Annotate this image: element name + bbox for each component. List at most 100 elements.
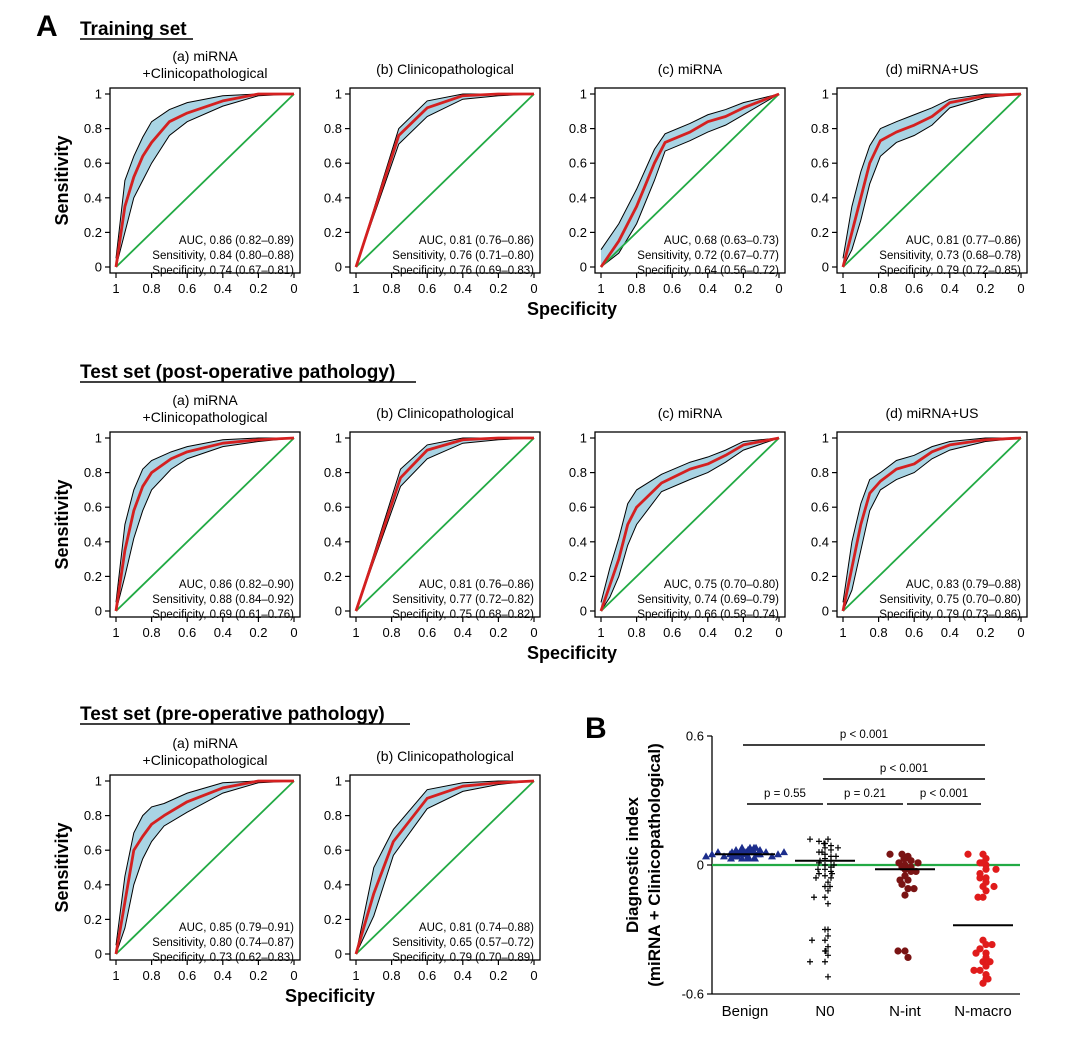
plot-frame [349,774,541,961]
plot-title: (c) miRNA [658,61,723,77]
plot-frame [349,431,541,618]
y-axis-label: Sensitivity [52,479,72,569]
y-tick-label: 0.4 [569,190,587,205]
n-macro-point [970,966,978,974]
x-axis-label: Specificity [285,986,375,1006]
y-tick-label: 0.4 [324,534,342,549]
n0-point [822,866,828,873]
roc-stat-line: AUC, 0.75 (0.70–0.80) [664,579,779,591]
roc-stat-line: Specificity, 0.74 (0.67–0.81) [152,265,294,277]
reference-line [842,93,1022,268]
ci-lower-line [600,437,780,612]
x-tick-label: 1 [839,625,846,640]
n0-point [828,874,834,881]
roc-stat-line: AUC, 0.85 (0.79–0.91) [179,922,294,934]
roc-stat-line: Specificity, 0.76 (0.69–0.83) [392,265,534,277]
benign-point [780,848,788,856]
x-tick-label: 0.6 [178,625,196,640]
y-tick-label: 0.4 [811,190,829,205]
x-tick-label: 0 [1017,281,1024,296]
benign-point [751,854,759,862]
x-tick-label: 0 [530,625,537,640]
y-tick-label: 0.8 [84,121,102,136]
roc-curve [354,779,535,955]
roc-plot: (b) Clinicopathological 0 0.2 0.4 0.6 0.8 1 1 0.… [324,61,541,296]
n0-point [807,958,813,965]
x-tick-label: 0.2 [976,625,994,640]
y-tick-label: 0.2 [569,569,587,584]
comparison-p-value: p < 0.001 [840,729,888,741]
ci-band [843,438,1021,611]
plot-title: (d) miRNA+US [886,405,979,421]
roc-stat-line: Specificity, 0.79 (0.70–0.89) [392,952,534,964]
x-tick-label: 0.6 [418,968,436,983]
x-tick-label: 0 [530,281,537,296]
roc-stat-line: Sensitivity, 0.74 (0.69–0.79) [637,594,779,606]
y-tick-label: 0.2 [324,225,342,240]
roc-plot: (a) miRNA+Clinicopathological 0 0.2 0.4 0.6 0… [84,392,301,640]
ci-upper-line [600,437,780,603]
y-tick-label: 0.4 [84,190,102,205]
roc-curve [114,436,295,612]
roc-stat-line: AUC, 0.83 (0.79–0.88) [906,579,1021,591]
n0-point [813,874,819,881]
n-int-point [910,885,918,893]
comparison-p-value: p < 0.001 [880,763,928,775]
x-tick-label: 0.8 [870,281,888,296]
roc-curve [599,92,780,268]
n-int-point [904,885,912,893]
n0-point [827,883,833,890]
x-tick-label: 0.2 [976,281,994,296]
ci-band [356,94,534,267]
ci-upper-line [355,780,534,955]
y-tick-label: 0.6 [324,500,342,515]
plot-frame [594,87,786,274]
plot-title: (c) miRNA [658,405,723,421]
plot-title: (d) miRNA+US [886,61,979,77]
plot-title: (a) miRNA [172,48,238,64]
n-int-point [901,947,909,955]
x-tick-label: 1 [112,625,119,640]
x-tick-label: 0 [290,281,297,296]
section-title: Test set (post-operative pathology) [80,362,395,383]
y-tick-label: 1 [335,774,342,789]
roc-plot: (d) miRNA+US 0 0.2 0.4 0.6 0.8 1 1 0.8 0.6 0.4 0.2 0… [811,405,1028,640]
n-macro-point [984,975,992,983]
x-tick-label: 0.2 [734,281,752,296]
plot-title: +Clinicopathological [143,752,268,768]
n-macro-point [979,850,987,858]
roc-plot: (c) miRNA 0 0.2 0.4 0.6 0.8 1 1 0.8 0.6 0.4 0.2 0 AUC… [569,405,786,640]
roc-stat-line: AUC, 0.81 (0.76–0.86) [419,235,534,247]
y-tick-label: 0.6 [324,843,342,858]
x-tick-label: 0.8 [143,281,161,296]
reference-line [355,437,535,612]
ci-upper-line [600,93,780,250]
x-tick-label: 0.4 [214,968,232,983]
y-tick-label: 0.6 [84,156,102,171]
y-tick-label: 0.4 [84,534,102,549]
roc-plot: (d) miRNA+US 0 0.2 0.4 0.6 0.8 1 1 0.8 0.6 0.4 0.2 0… [811,61,1028,296]
n-macro-point [982,887,990,895]
y-tick-label: 0.4 [569,534,587,549]
plot-title: (a) miRNA [172,392,238,408]
x-tick-label: 0.2 [489,968,507,983]
n-int-point [914,859,922,867]
y-tick-label: 0 [580,604,587,619]
dot-plot-ylabel: Diagnostic index [623,796,642,933]
y-tick-label: 0 [95,947,102,962]
n0-point [822,894,828,901]
benign-point [702,852,710,860]
n0-point [825,973,831,980]
y-tick-label: 0.2 [84,225,102,240]
roc-stat-line: AUC, 0.86 (0.82–0.89) [179,235,294,247]
ci-upper-line [115,437,294,603]
x-tick-label: 0.4 [454,968,472,983]
y-tick-label: 0.8 [324,465,342,480]
reference-line [115,437,295,612]
n-macro-point [976,966,984,974]
roc-plot: (b) Clinicopathological 0 0.2 0.4 0.6 0.8 1 1 0.… [324,405,541,640]
roc-curve [354,436,534,612]
x-tick-label: 0.6 [178,968,196,983]
n-int-point [896,876,904,884]
n-macro-point [986,958,994,966]
